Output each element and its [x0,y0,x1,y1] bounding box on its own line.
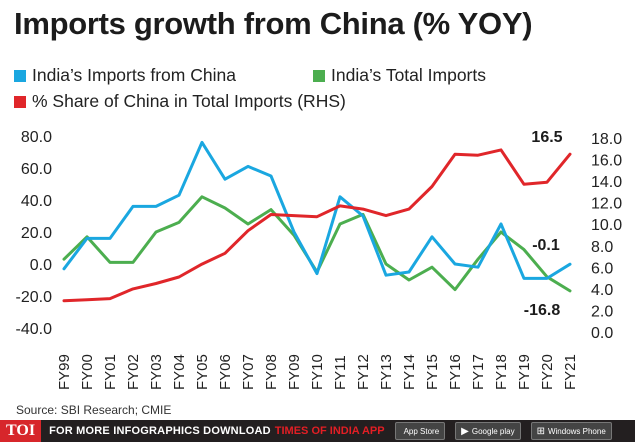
y-right-tick-label: 10.0 [591,217,622,234]
x-tick-label: FY04 [171,354,188,390]
x-tick-label: FY02 [125,354,142,390]
footer-banner[interactable]: TOI FOR MORE INFOGRAPHICS DOWNLOAD TIMES… [0,420,635,442]
y-left-tick-label: -40.0 [16,321,53,338]
windows-phone-badge[interactable]: ⊞ Windows Phone [530,422,612,440]
y-right-tick-label: 6.0 [591,260,613,277]
y-left-tick-label: -20.0 [16,289,53,306]
x-tick-label: FY08 [263,354,280,390]
x-tick-label: FY10 [309,354,326,390]
x-axis: FY99 FY00 FY01 FY02 FY03 FY04 FY05 FY06 FY07 FY08… [56,354,579,390]
windows-icon: ⊞ [536,425,545,437]
app-store-badge[interactable]: App Store [394,422,446,440]
legend-swatch-china-share [14,95,26,108]
y-left-tick-label: 60.0 [21,161,52,178]
legend-item-china-share: % Share of China in Total Imports (RHS) [14,91,346,112]
line-chart: 80.0 60.0 40.0 20.0 0.0 -20.0 -40.0 18.0 16.0 14… [16,129,623,390]
y-right-tick-label: 14.0 [591,174,622,191]
chart-title: Imports growth from China (% YOY) [14,6,533,41]
x-tick-label: FY05 [194,354,211,390]
x-tick-label: FY15 [424,354,441,390]
annotation-label: -16.8 [524,302,561,319]
legend-item-total-imports: India’s Total Imports [313,65,486,86]
x-tick-label: FY11 [332,355,349,390]
legend-label-china-share: % Share of China in Total Imports (RHS) [32,91,346,111]
x-tick-label: FY18 [493,354,510,390]
x-tick-label: FY13 [378,354,395,390]
legend-label-total-imports: India’s Total Imports [331,65,486,85]
x-tick-label: FY01 [102,354,119,390]
y-right-tick-label: 18.0 [591,131,622,148]
google-play-badge[interactable]: ▶ Google play [455,422,521,440]
x-tick-label: FY03 [148,354,165,390]
legend-swatch-china-imports [14,69,26,82]
x-tick-label: FY99 [56,354,73,390]
legend-item-china-imports: India’s Imports from China [14,65,236,86]
y-right-tick-label: 8.0 [591,239,613,256]
series-line-0 [62,140,572,280]
annotation-label: -0.1 [532,237,560,254]
series-line-2 [62,148,572,303]
google-play-label: Google play [471,426,515,436]
x-tick-label: FY19 [516,354,533,390]
google-play-icon: ▶ [461,425,469,437]
x-tick-label: FY21 [562,354,579,390]
y-left-tick-label: 0.0 [30,257,52,274]
y-axis-left: 80.0 60.0 40.0 20.0 0.0 -20.0 -40.0 [16,129,53,338]
y-axis-right: 18.0 16.0 14.0 12.0 10.0 8.0 6.0 4.0 2.0 0.0 [591,131,622,342]
annotation-label: 16.5 [531,129,562,146]
y-left-tick-label: 80.0 [21,129,52,146]
x-tick-label: FY12 [355,354,372,390]
footer-text: FOR MORE INFOGRAPHICS DOWNLOAD [49,425,271,437]
x-tick-label: FY16 [447,354,464,390]
windows-phone-label: Windows Phone [547,426,606,436]
x-tick-label: FY20 [539,354,556,390]
footer-brand: TIMES OF INDIA APP [274,425,385,437]
y-right-tick-label: 4.0 [591,282,613,299]
y-left-tick-label: 40.0 [21,193,52,210]
x-tick-label: FY09 [286,354,303,390]
series-lines [62,140,572,303]
x-tick-label: FY17 [470,354,487,390]
x-tick-label: FY06 [217,354,234,390]
y-right-tick-label: 2.0 [591,303,613,320]
x-tick-label: FY14 [401,354,418,390]
source-note: Source: SBI Research; CMIE [16,403,172,417]
y-left-tick-label: 20.0 [21,225,52,242]
legend-swatch-total-imports [313,69,325,82]
annotations: 16.5 -0.1 -16.8 [524,129,563,319]
toi-logo: TOI [0,420,42,442]
y-right-tick-label: 16.0 [591,153,622,170]
series-line-1 [62,195,572,293]
x-tick-label: FY07 [240,354,257,390]
y-right-tick-label: 12.0 [591,196,622,213]
y-right-tick-label: 0.0 [591,325,613,342]
app-store-label: App Store [403,426,440,436]
legend-label-china-imports: India’s Imports from China [32,65,236,85]
x-tick-label: FY00 [79,354,96,390]
